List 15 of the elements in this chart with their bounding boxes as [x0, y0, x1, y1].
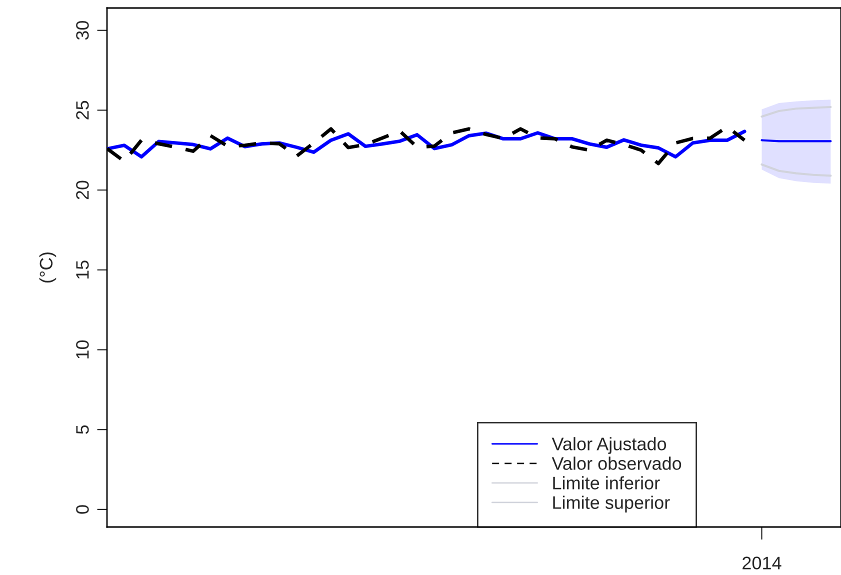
line-series [760, 163, 832, 177]
y-tick-label: 5 [76, 425, 89, 434]
y-tick-label: 15 [76, 260, 89, 279]
y-tick-label: 10 [76, 340, 89, 358]
y-tick-label: 30 [76, 21, 89, 40]
legend-label: Limite superior [553, 496, 670, 513]
y-axis-title: (°C) [39, 252, 56, 283]
legend-label: Valor Ajustado [552, 437, 666, 454]
x-tick-label: 2014 [742, 556, 782, 570]
line-series [760, 106, 832, 118]
legend-label: Limite inferior [553, 476, 660, 490]
y-tick-label: 0 [76, 505, 89, 514]
legend-label: Valor observado [552, 456, 682, 470]
y-tick-label: 20 [76, 180, 89, 200]
y-tick-label: 25 [76, 100, 89, 120]
